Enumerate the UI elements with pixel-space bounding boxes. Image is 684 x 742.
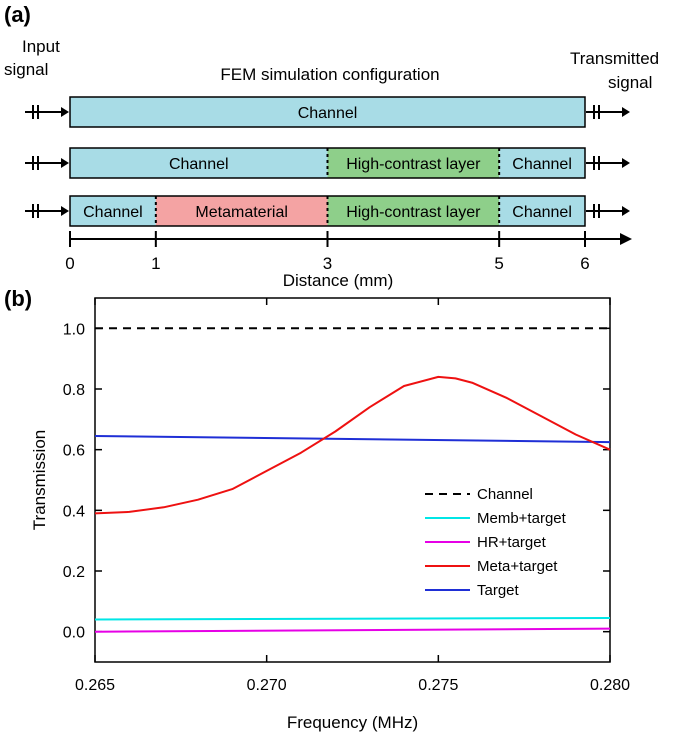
legend-label: Memb+target [477,510,567,527]
y-axis-title: Transmission [30,430,49,530]
transmission-plot: 0.0 0.2 0.4 0.6 0.8 1.0 0.265 0.270 0.275 0.280 Fr… [30,297,630,732]
distance-tick-label: 3 [323,254,332,273]
segment-fill [70,97,585,127]
y-tick-label: 0.8 [63,382,85,399]
segment-label: High-contrast layer [346,156,481,173]
input-arrow [25,105,69,119]
series-line-memb-target [94,617,611,621]
output-arrow [586,204,630,218]
segment-label: Metamaterial [195,204,287,221]
output-arrow-head [622,158,630,168]
segment-fill [70,196,156,226]
distance-axis: 0 1 3 5 6 Distance (mm) [65,231,632,290]
legend-label: HR+target [477,534,547,551]
segment-fill [499,148,585,178]
segment-label: Channel [512,156,572,173]
input-arrow-head [61,107,69,117]
x-tick-label: 0.265 [75,677,115,694]
y-tick-label: 0.2 [63,564,85,581]
legend: Channel Memb+target HR+target Meta+target Ta… [425,486,567,599]
row-outline [69,96,586,128]
distance-tick-label: 0 [65,254,74,273]
input-label-line1: Input [22,37,60,56]
config-row-2: Channel High-contrast layer Channel [25,147,630,179]
row-outline [69,147,586,179]
output-arrow-head [622,206,630,216]
config-row-3: Channel Metamaterial High-contrast layer Ch… [25,195,630,227]
legend-label: Channel [477,486,533,503]
panel-b-label: (b) [4,286,32,311]
segment-fill [70,148,328,178]
x-tick-label: 0.275 [418,677,458,694]
distance-axis-title: Distance (mm) [283,271,394,290]
y-tick-label: 1.0 [63,321,85,338]
legend-label: Target [477,582,520,599]
y-tick-label: 0.6 [63,443,85,460]
segment-label: Channel [169,156,229,173]
panel-a-label: (a) [4,2,31,27]
output-label-line1: Transmitted [570,49,659,68]
input-arrow [25,156,69,170]
output-arrow [586,105,630,119]
input-arrow-head [61,206,69,216]
series-line-meta-target [94,375,611,515]
input-arrow [25,204,69,218]
input-arrow-head [61,158,69,168]
output-label-line2: signal [608,73,652,92]
segment-label: Channel [298,105,358,122]
y-tick-label: 0.4 [63,503,85,520]
distance-tick-label: 5 [494,254,503,273]
x-tick-label: 0.270 [247,677,287,694]
segment-fill [499,196,585,226]
legend-label: Meta+target [477,558,558,575]
series-line-target [94,435,611,444]
output-arrow [586,156,630,170]
series-line-hr-target [94,627,611,633]
output-arrow-head [622,107,630,117]
segment-label: Channel [512,204,572,221]
config-title: FEM simulation configuration [220,65,439,84]
distance-tick-label: 6 [580,254,589,273]
distance-tick-label: 1 [151,254,160,273]
segment-label: Channel [83,204,143,221]
segment-label: High-contrast layer [346,204,481,221]
x-tick-label: 0.280 [590,677,630,694]
plot-frame [94,297,611,663]
x-axis-title: Frequency (MHz) [287,713,418,732]
segment-fill [327,148,500,178]
config-row-1: Channel [25,96,630,128]
y-tick-label: 0.0 [63,625,85,642]
segment-fill [155,196,328,226]
distance-axis-arrowhead [620,233,632,245]
row-outline [69,195,586,227]
input-label-line2: signal [4,60,48,79]
segment-fill [327,196,500,226]
